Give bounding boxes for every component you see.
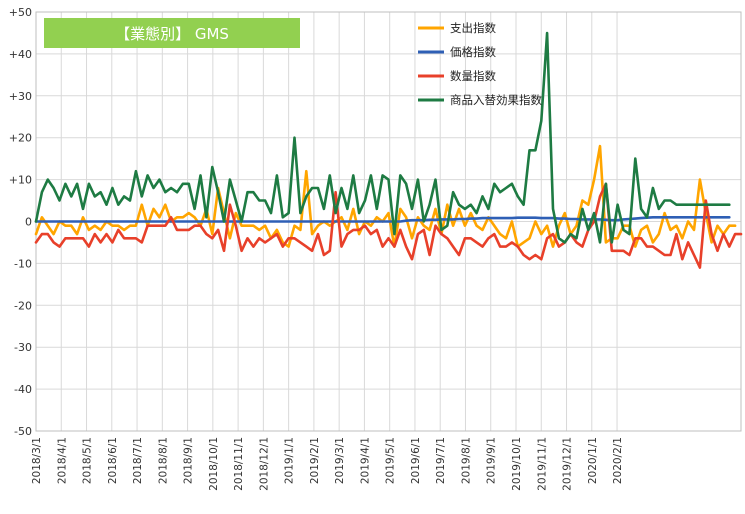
x-tick-label: 2019/5/1 <box>385 437 397 484</box>
x-tick-label: 2018/5/1 <box>82 437 94 484</box>
y-tick-label: -30 <box>14 341 32 354</box>
y-tick-label: -20 <box>14 299 32 312</box>
legend-label: 商品入替効果指数 <box>450 93 542 107</box>
y-tick-label: +50 <box>9 6 32 19</box>
series-line-2 <box>34 182 743 269</box>
y-tick-label: -10 <box>14 257 32 270</box>
legend-label: 数量指数 <box>450 69 496 83</box>
title-background <box>44 18 300 48</box>
x-tick-label: 2018/4/1 <box>56 437 68 484</box>
x-tick-label: 2020/2/1 <box>612 437 624 484</box>
chart-title: 【業態別】 GMS <box>115 25 229 43</box>
y-axis: +50 +40 +30 +20 +10 0 -10 -20 -30 -40 -50 <box>9 6 32 438</box>
y-tick-label: +30 <box>9 90 32 103</box>
x-tick-label: 2018/3/1 <box>31 437 43 484</box>
series-lines <box>34 31 743 269</box>
x-tick-label: 2019/2/1 <box>309 437 321 484</box>
x-tick-label: 2019/3/1 <box>334 437 346 484</box>
x-tick-label: 2018/10/1 <box>208 437 220 491</box>
y-tick-label: +10 <box>9 174 32 187</box>
x-tick-label: 2018/6/1 <box>107 437 119 484</box>
series-line-3 <box>34 31 731 244</box>
x-tick-label: 2019/6/1 <box>410 437 422 484</box>
y-tick-label: +40 <box>9 48 32 61</box>
x-tick-label: 2019/7/1 <box>435 437 447 484</box>
x-tick-label: 2018/8/1 <box>157 437 169 484</box>
series-line-0 <box>34 144 737 248</box>
x-tick-label: 2019/11/1 <box>536 437 548 491</box>
legend-label: 価格指数 <box>450 45 496 59</box>
x-axis: 2018/3/1 2018/4/1 2018/5/1 2018/6/1 2018/7/1… <box>31 437 624 491</box>
chart-title-box: 【業態別】 GMS <box>44 18 300 48</box>
y-tick-label: +20 <box>9 132 32 145</box>
y-tick-label: 0 <box>25 216 32 229</box>
x-tick-label: 2019/1/1 <box>284 437 296 484</box>
x-tick-label: 2018/12/1 <box>258 437 270 491</box>
x-tick-label: 2019/9/1 <box>486 437 498 484</box>
series-line-1 <box>34 216 731 223</box>
x-tick-label: 2018/9/1 <box>183 437 195 484</box>
x-tick-label: 2019/4/1 <box>359 437 371 484</box>
x-tick-label: 2019/8/1 <box>460 437 472 484</box>
y-tick-label: -50 <box>14 425 32 438</box>
legend-label: 支出指数 <box>450 21 496 35</box>
y-tick-label: -40 <box>14 383 32 396</box>
x-tick-label: 2019/12/1 <box>562 437 574 491</box>
x-tick-label: 2018/7/1 <box>132 437 144 484</box>
x-tick-label: 2020/1/1 <box>587 437 599 484</box>
x-tick-label: 2018/11/1 <box>233 437 245 491</box>
x-tick-label: 2019/10/1 <box>511 437 523 491</box>
